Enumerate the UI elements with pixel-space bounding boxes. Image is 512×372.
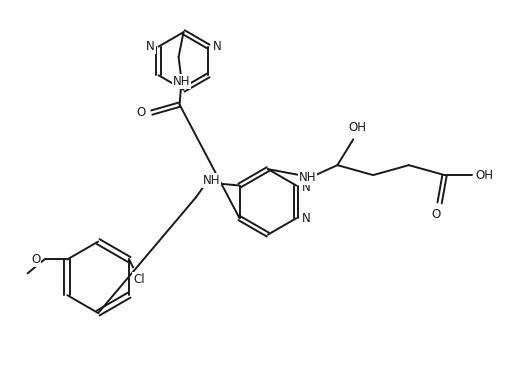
Text: OH: OH (348, 121, 366, 134)
Text: OH: OH (475, 169, 493, 182)
Text: Cl: Cl (133, 273, 145, 286)
Text: NH: NH (173, 75, 190, 88)
Text: O: O (137, 106, 146, 119)
Text: N: N (302, 212, 311, 225)
Text: O: O (31, 253, 40, 266)
Text: N: N (146, 40, 155, 53)
Text: O: O (431, 208, 440, 221)
Text: NH: NH (299, 171, 316, 183)
Text: N: N (302, 181, 311, 194)
Text: NH: NH (203, 174, 221, 187)
Text: N: N (212, 40, 221, 53)
